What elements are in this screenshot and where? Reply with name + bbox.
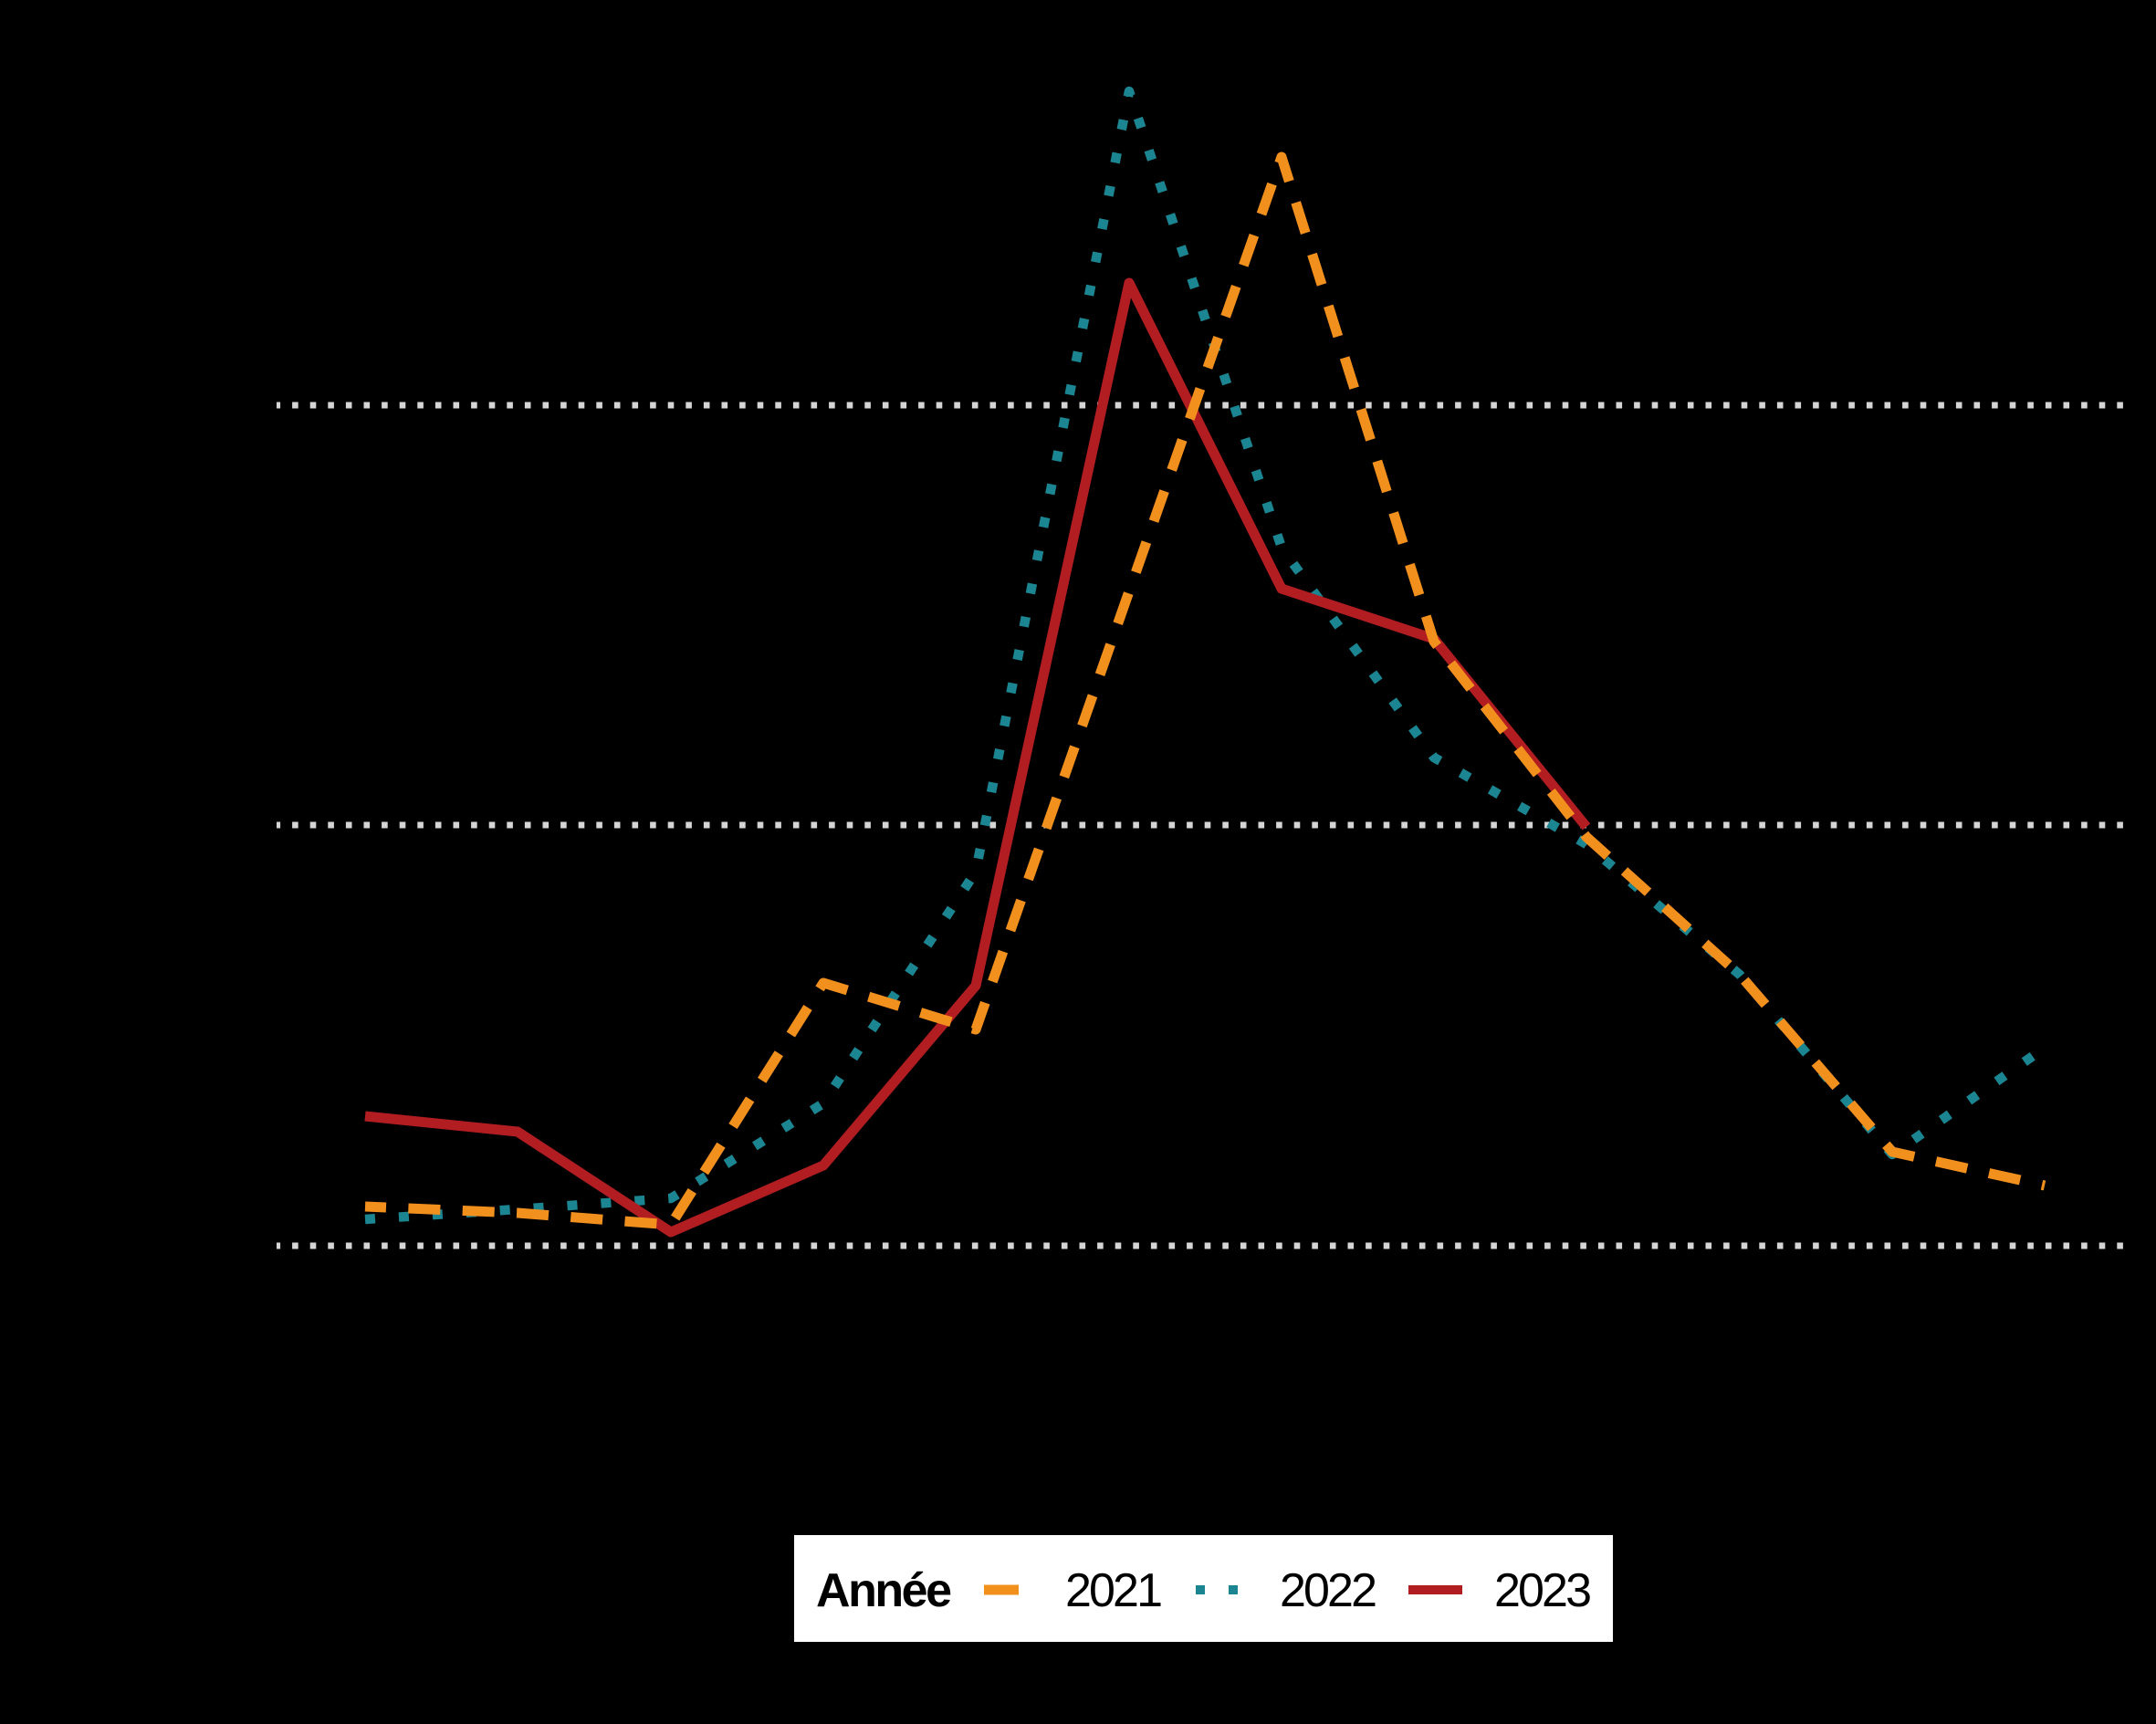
- svg-text:2023: 2023: [1494, 1564, 1592, 1617]
- svg-text:2022: 2022: [1280, 1564, 1377, 1617]
- svg-text:Année: Année: [816, 1564, 952, 1617]
- svg-text:2021: 2021: [1065, 1564, 1163, 1617]
